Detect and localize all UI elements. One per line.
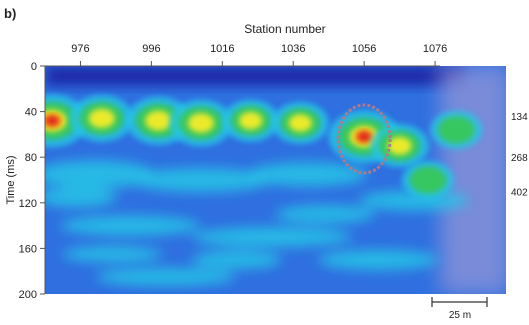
mid-layer xyxy=(45,160,469,286)
anomaly-blob-ring xyxy=(387,136,412,155)
x-tick-label: 1016 xyxy=(210,43,234,55)
mid-layer-stripe xyxy=(60,215,201,236)
mid-layer-stripe xyxy=(95,267,236,286)
x-tick-label: 1036 xyxy=(281,43,305,55)
y-tick-label: 80 xyxy=(25,152,37,164)
panel-label: b) xyxy=(4,6,17,21)
y-tick-label: 40 xyxy=(25,107,37,119)
mid-layer-stripe xyxy=(191,250,282,269)
anomaly-blob xyxy=(370,124,429,168)
mid-layer-stripe xyxy=(318,249,439,270)
heatmap-field xyxy=(45,66,506,294)
y-tick-group: 0 40 80 120 160 200 xyxy=(19,61,45,301)
y-tick-label: 120 xyxy=(19,198,37,210)
y-tick-label: 0 xyxy=(31,61,37,73)
x-tick-label: 996 xyxy=(142,43,160,55)
anomaly-blob xyxy=(430,110,483,150)
x-tick-label: 1056 xyxy=(352,43,376,55)
mid-layer-stripe xyxy=(131,168,272,192)
scale-bar-label: 25 m xyxy=(449,310,471,321)
anomaly-blob xyxy=(271,101,329,145)
right-label-group: 134 268 402 xyxy=(511,112,528,198)
x-tick-label: 976 xyxy=(71,43,89,55)
anomaly-highlight-ellipse xyxy=(336,103,392,175)
anomaly-blob xyxy=(70,94,134,142)
anomaly-blob xyxy=(169,99,233,147)
scale-bar: 25 m xyxy=(431,297,488,321)
anomaly-blob-ring xyxy=(238,112,263,130)
x-tick-label: 1076 xyxy=(423,43,447,55)
anomaly-blob-ring xyxy=(409,166,447,194)
y-tick-label: 200 xyxy=(19,289,37,301)
y-axis-label: Time (ms) xyxy=(5,155,17,204)
anomaly-blob-ring xyxy=(145,110,172,131)
anomaly-layer xyxy=(45,94,483,200)
mid-layer-stripe xyxy=(62,246,163,263)
anomaly-blob xyxy=(401,160,455,200)
depth-label: 134 xyxy=(511,112,528,123)
surface-band xyxy=(45,66,465,86)
mid-layer-stripe xyxy=(45,187,117,208)
x-axis-title: Station number xyxy=(244,22,326,36)
x-tick-group: 976 996 1016 1036 1056 1076 xyxy=(71,43,447,66)
depth-label: 268 xyxy=(511,153,528,164)
anomaly-blob xyxy=(222,99,280,142)
mid-layer-stripe xyxy=(275,205,376,224)
anomaly-blob-ring xyxy=(187,113,215,133)
anomaly-blob-ring xyxy=(357,132,371,142)
depth-label: 402 xyxy=(511,187,528,198)
anomaly-blob-ring xyxy=(45,116,59,126)
anomaly-blob-ring xyxy=(88,108,115,129)
mid-layer-stripe xyxy=(247,162,368,187)
anomaly-blob-ring xyxy=(288,114,313,132)
mid-layer-stripe xyxy=(45,160,155,189)
y-tick-label: 160 xyxy=(19,243,37,255)
mid-layer-stripe xyxy=(191,227,352,247)
anomaly-blob-ring xyxy=(437,116,475,144)
